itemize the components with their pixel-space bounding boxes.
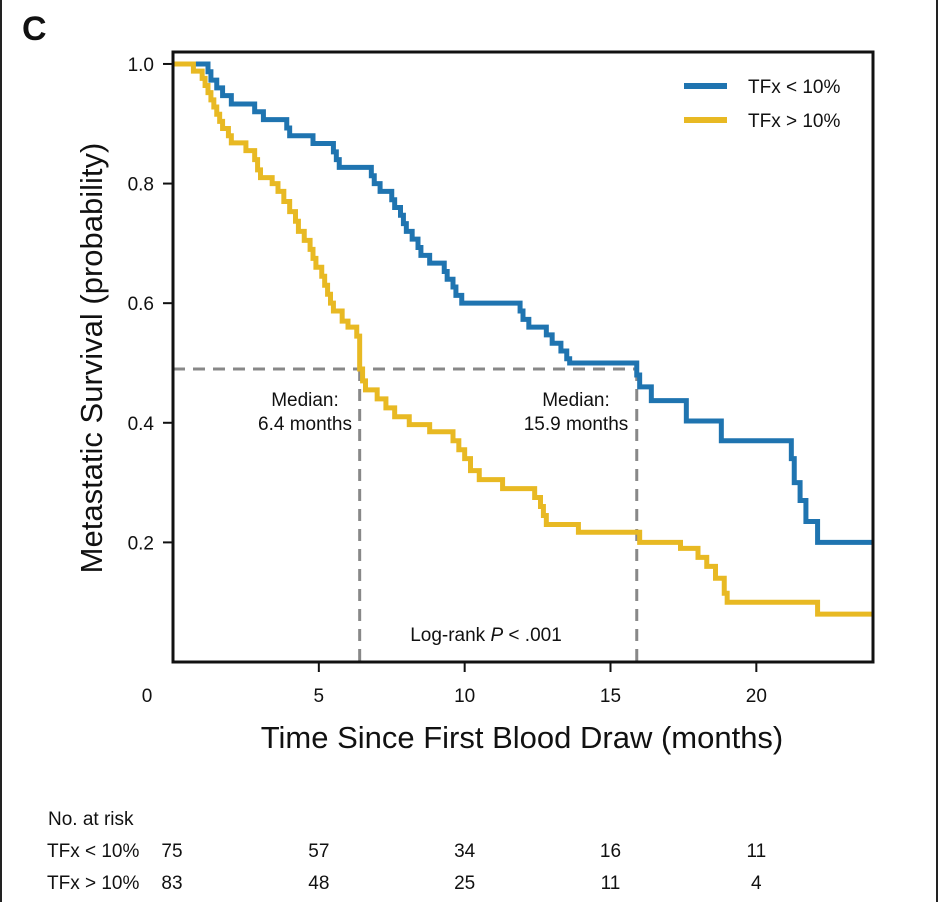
at-risk-title: No. at risk [48, 809, 134, 830]
logrank-annotation: Log-rank P < .001 [410, 625, 562, 646]
y-tick-label: 0.8 [128, 175, 154, 196]
at-risk-row-label-low: TFx < 10% [47, 841, 139, 862]
median-high-line2: 6.4 months [258, 414, 352, 435]
logrank-prefix: Log-rank [410, 625, 490, 646]
at-risk-value: 48 [308, 873, 329, 894]
x-axis-label: Time Since First Blood Draw (months) [261, 720, 784, 755]
median-low-line1: Median: [542, 390, 610, 411]
y-tick-label: 0.4 [128, 414, 155, 435]
y-tick-label: 1.0 [128, 55, 154, 76]
median-annotation-high: Median: 6.4 months [258, 390, 352, 435]
median-annotation-low: Median: 15.9 months [524, 390, 629, 435]
panel-label: C [22, 10, 47, 48]
at-risk-value: 57 [308, 841, 329, 862]
at-risk-value: 16 [600, 841, 621, 862]
y-tick-label: 0.6 [128, 294, 154, 315]
legend-label-high: TFx > 10% [748, 111, 840, 132]
at-risk-value: 83 [161, 873, 182, 894]
median-low-line2: 15.9 months [524, 414, 629, 435]
x-axis-ticks: 0 5 10 15 20 [142, 662, 767, 707]
at-risk-value: 25 [454, 873, 475, 894]
y-tick-label: 0.2 [128, 533, 154, 554]
at-risk-value: 34 [454, 841, 476, 862]
y-axis-ticks: 0.2 0.4 0.6 0.8 1.0 [128, 55, 173, 554]
at-risk-row-label-high: TFx > 10% [47, 873, 139, 894]
plot-area-border [171, 50, 875, 664]
at-risk-value: 11 [746, 841, 766, 862]
x-tick-label: 5 [314, 686, 325, 707]
at-risk-value: 75 [161, 841, 182, 862]
x-tick-label: 20 [746, 686, 767, 707]
at-risk-values: 75 57 34 16 11 83 48 25 11 4 [161, 841, 766, 894]
survival-curves [173, 61, 873, 617]
survival-curve-high-tfx [173, 61, 873, 617]
survival-curve-low-tfx [173, 61, 873, 545]
median-high-line1: Median: [271, 390, 339, 411]
logrank-suffix: < .001 [503, 625, 562, 646]
x-tick-label: 0 [142, 686, 153, 707]
at-risk-table: No. at risk TFx < 10% TFx > 10% 75 57 34 16… [47, 809, 766, 894]
at-risk-value: 4 [751, 873, 762, 894]
logrank-p: P [490, 625, 503, 646]
x-tick-label: 15 [600, 686, 621, 707]
legend-label-low: TFx < 10% [748, 77, 840, 98]
y-axis-label: Metastatic Survival (probability) [74, 143, 109, 574]
at-risk-value: 11 [601, 873, 621, 894]
x-tick-label: 10 [454, 686, 475, 707]
legend: TFx < 10% TFx > 10% [684, 77, 840, 132]
median-reference-lines [173, 367, 639, 662]
